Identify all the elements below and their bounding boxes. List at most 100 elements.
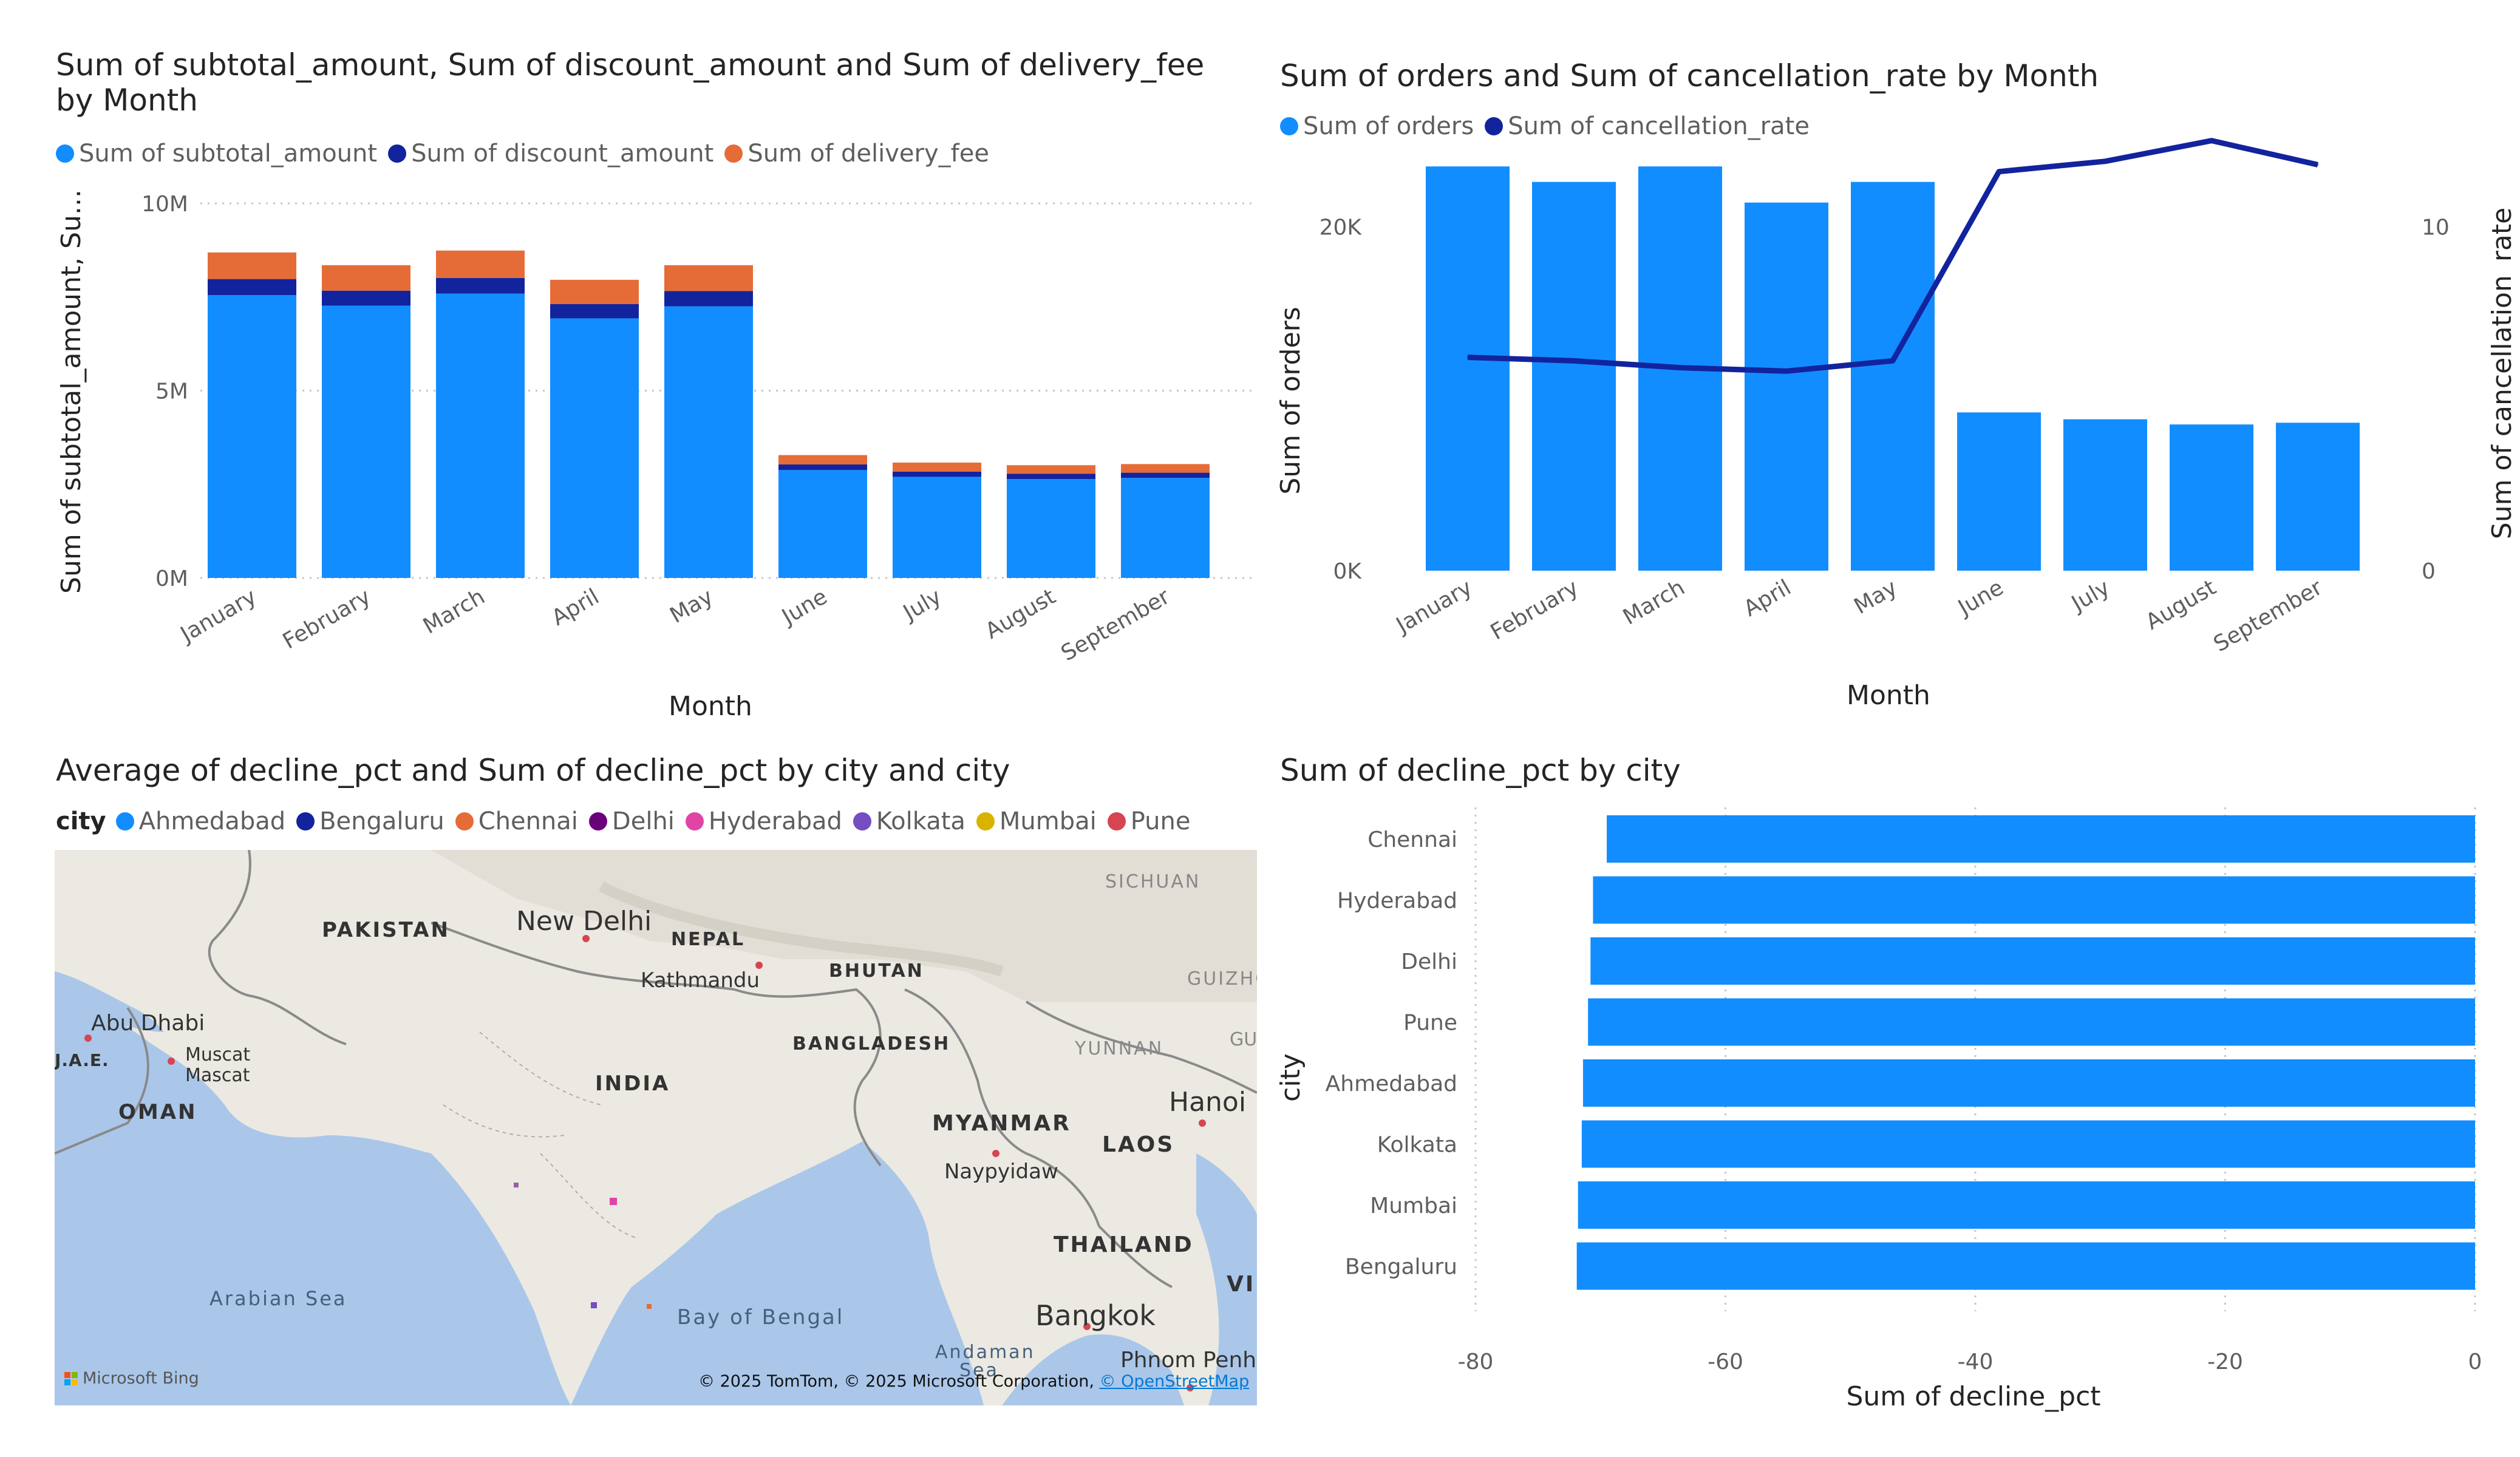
map-label-hanoi: Hanoi (1169, 1087, 1247, 1118)
map-legend-item[interactable]: Kolkata (853, 807, 965, 835)
map-legend-item[interactable]: Chennai (455, 807, 578, 835)
orders-bar (2276, 423, 2360, 571)
combo-legend-label: Sum of orders (1303, 112, 1474, 140)
combo-chart-legend[interactable]: Sum of orders Sum of cancellation_rate (1280, 112, 1820, 140)
legend-dot-icon (1280, 117, 1298, 135)
bing-logo[interactable]: Microsoft Bing (64, 1369, 199, 1388)
stacked-chart-svg: 0M 5M 10M Sum of subtotal_amount, Su... Mont… (56, 189, 1257, 722)
map-label-uae: J.A.E. (55, 1050, 109, 1070)
stacked-chart-legend[interactable]: Sum of subtotal_amount Sum of discount_am… (56, 140, 1000, 168)
bar-segment (893, 477, 981, 578)
map-legend-item[interactable]: Ahmedabad (115, 807, 286, 835)
bar-segment (1121, 478, 1210, 578)
bar-segment (436, 277, 525, 294)
legend-dot-icon (976, 812, 995, 830)
openstreetmap-link[interactable]: © OpenStreetMap (1099, 1372, 1250, 1391)
y-tick-label: Kolkata (1377, 1133, 1457, 1158)
y-axis-title: Sum of subtotal_amount, Su... (56, 189, 87, 594)
legend-dot-icon (1107, 812, 1126, 830)
map-label-myanmar: MYANMAR (932, 1111, 1071, 1136)
bar-segment (664, 265, 753, 291)
orders-bar (1745, 202, 1828, 571)
map-legend-label: Ahmedabad (138, 807, 286, 835)
stacked-legend-label: Sum of delivery_fee (747, 140, 989, 168)
stacked-legend-item[interactable]: Sum of delivery_fee (724, 140, 989, 168)
map-label-muscat: Muscat (185, 1044, 251, 1065)
legend-dot-icon (853, 812, 871, 830)
decline-bar (1590, 937, 2475, 985)
combo-chart-svg: 0K 20K 0 10 Sum of orders Sum of cancellation… (1275, 138, 2514, 711)
stacked-legend-item[interactable]: Sum of discount_amount (388, 140, 713, 168)
y-tick-label: Ahmedabad (1326, 1072, 1457, 1096)
x-tick-label: July (898, 584, 945, 626)
decline-bar (1588, 998, 2475, 1046)
city-bar-chart-panel[interactable]: Sum of decline_pct by city -80 -60 -40 -20 0… (1275, 741, 2514, 1427)
map-canvas[interactable]: PAKISTAN New Delhi NEPAL Kathmandu BHUTA… (55, 850, 1257, 1405)
x-axis-title: Sum of decline_pct (1846, 1381, 2100, 1412)
x-tick-label: July (2066, 575, 2114, 617)
x-axis-title: Month (1847, 680, 1930, 711)
cancellation-rate-point (1786, 370, 1787, 372)
bar-segment (208, 279, 296, 296)
bar-segment (550, 304, 639, 319)
x-tick-label: February (279, 584, 375, 654)
map-panel[interactable]: Average of decline_pct and Sum of declin… (49, 741, 1257, 1427)
decline-bar (1576, 1242, 2475, 1290)
combo-legend-label: Sum of cancellation_rate (1508, 112, 1810, 140)
legend-dot-icon (685, 812, 704, 830)
y-tick-label: 0M (155, 566, 188, 591)
x-tick-label: February (1486, 575, 1583, 645)
map-legend-item[interactable]: Hyderabad (685, 807, 842, 835)
orders-bar (1851, 182, 1935, 571)
legend-dot-icon (56, 144, 74, 163)
x-tick-label: 0 (2468, 1350, 2482, 1374)
microsoft-logo-icon (64, 1371, 78, 1385)
y-tick-label: 5M (155, 379, 188, 404)
map-title: Average of decline_pct and Sum of declin… (56, 753, 1010, 788)
map-legend-item[interactable]: Bengaluru (296, 807, 444, 835)
map-legend-label: Bengaluru (319, 807, 444, 835)
legend-dot-icon (588, 812, 607, 830)
decline-bar (1607, 815, 2475, 863)
stacked-column-chart-panel[interactable]: Sum of subtotal_amount, Sum of discount_… (49, 36, 1257, 728)
orders-bar (1532, 182, 1616, 571)
bar-segment (208, 295, 296, 578)
combo-legend-item[interactable]: Sum of orders (1280, 112, 1474, 140)
y-tick-label: Hyderabad (1337, 889, 1457, 914)
map-label-vi: VI (1227, 1272, 1256, 1297)
legend-dot-icon (296, 812, 315, 830)
combo-chart-panel[interactable]: Sum of orders and Sum of cancellation_ra… (1275, 36, 2514, 728)
cancellation-rate-point (2105, 160, 2106, 162)
map-legend-item[interactable]: Pune (1107, 807, 1191, 835)
combo-chart-title: Sum of orders and Sum of cancellation_ra… (1280, 58, 2099, 93)
map-label-naypyidaw: Naypyidaw (944, 1160, 1058, 1184)
y-tick-label: Bengaluru (1345, 1255, 1457, 1280)
map-legend-label: Mumbai (999, 807, 1097, 835)
x-tick-label: April (548, 584, 604, 631)
y2-tick-label: 0 (2422, 559, 2436, 584)
decline-bar (1581, 1120, 2475, 1168)
stacked-legend-label: Sum of discount_amount (411, 140, 714, 168)
map-legend-label: Pune (1130, 807, 1191, 835)
cancellation-rate-point (1998, 171, 2000, 172)
map-legend[interactable]: city Ahmedabad Bengaluru Chennai Delhi Hydera… (56, 807, 1201, 835)
map-legend-label: Chennai (478, 807, 578, 835)
map-label-india: INDIA (595, 1072, 670, 1096)
map-label-andaman-sea: Sea (959, 1360, 999, 1381)
cancellation-rate-point (1467, 356, 1468, 358)
stacked-legend-item[interactable]: Sum of subtotal_amount (56, 140, 377, 168)
map-legend-item[interactable]: Mumbai (976, 807, 1097, 835)
bar-segment (436, 293, 525, 578)
x-tick-label: June (777, 584, 831, 630)
map-legend-label: Hyderabad (708, 807, 842, 835)
map-legend-item[interactable]: Delhi (588, 807, 675, 835)
orders-bar (2170, 424, 2253, 571)
x-axis-title: Month (669, 691, 752, 722)
map-label-bhutan: BHUTAN (829, 960, 924, 982)
bar-segment (1007, 474, 1095, 480)
bar-segment (1121, 472, 1210, 478)
combo-legend-item[interactable]: Sum of cancellation_rate (1485, 112, 1810, 140)
y-tick-label: 10M (141, 192, 188, 217)
x-tick-label: August (2142, 575, 2221, 634)
map-label-pakistan: PAKISTAN (322, 918, 450, 942)
